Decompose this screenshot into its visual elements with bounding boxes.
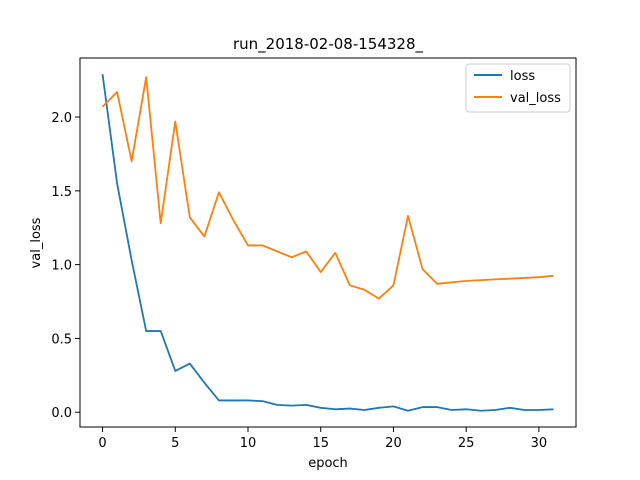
series-line-val-loss	[101, 76, 554, 300]
axes-frame	[79, 57, 577, 428]
x-tick-label: 25	[458, 436, 475, 451]
y-tick-label: 2.0	[51, 111, 72, 126]
x-axis-ticks: 0 5 10 15 20 25 30	[98, 427, 547, 451]
x-axis-label: epoch	[308, 456, 348, 471]
x-tick-label: 5	[171, 436, 179, 451]
y-axis-ticks: 0.0 0.5 1.0 1.5 2.0	[51, 111, 80, 421]
x-tick-label: 0	[98, 436, 106, 451]
x-tick-label: 30	[531, 436, 548, 451]
legend: loss val_loss	[465, 63, 571, 113]
chart-title: run_2018-02-08-154328_	[233, 35, 424, 54]
series-layer	[101, 74, 554, 412]
y-tick-label: 0.0	[51, 406, 72, 421]
series-line-loss	[101, 74, 554, 412]
x-tick-label: 15	[312, 436, 329, 451]
y-tick-label: 1.0	[51, 259, 72, 274]
x-tick-label: 10	[240, 436, 257, 451]
y-tick-label: 1.5	[51, 185, 72, 200]
legend-label-loss: loss	[510, 69, 535, 84]
legend-label-val-loss: val_loss	[510, 91, 561, 106]
y-axis-label: val_loss	[29, 217, 44, 268]
y-tick-label: 0.5	[51, 332, 72, 347]
x-tick-label: 20	[385, 436, 402, 451]
